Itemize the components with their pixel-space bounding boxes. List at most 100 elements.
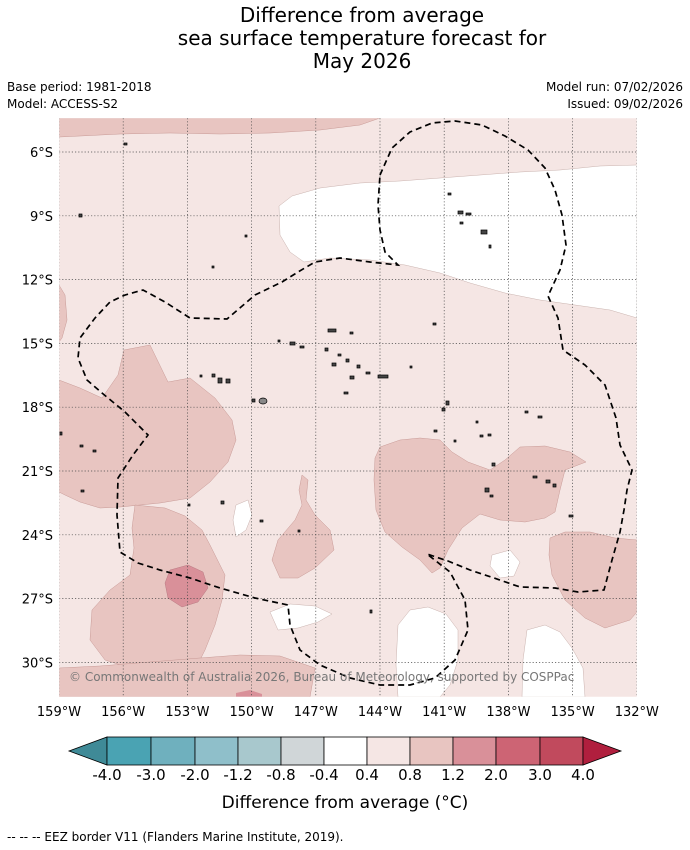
colorbar-tick: -2.0: [180, 766, 210, 784]
longitude-label: 159°W: [37, 705, 81, 720]
island: [225, 378, 231, 384]
title-line-3: May 2026: [312, 49, 412, 73]
longitude-label: 144°W: [358, 705, 402, 720]
warm-region-central: [373, 437, 587, 574]
neutral-region-southeast: [521, 624, 586, 697]
left-metadata: Base period: 1981-2018 Model: ACCESS-S2: [7, 79, 152, 113]
island: [123, 142, 128, 146]
strong-warm-patch: [164, 564, 209, 608]
longitude-axis: 159°W 156°W 153°W 150°W 147°W 144°W 141°W 138°W…: [37, 705, 659, 720]
latitude-label: 27°S: [22, 593, 53, 608]
island: [211, 373, 216, 378]
eez-legend-note: -- -- -- EEZ border V11 (Flanders Marine…: [7, 830, 344, 844]
island: [489, 494, 494, 498]
island: [349, 375, 355, 380]
island: [297, 529, 301, 533]
island: [479, 434, 484, 438]
islands: [59, 142, 574, 614]
island: [365, 371, 371, 375]
island: [487, 433, 492, 437]
anomaly-field: © Commonwealth of Australia 2026, Bureau…: [59, 118, 637, 697]
longitude-label: 141°W: [422, 705, 466, 720]
right-metadata: Model run: 07/02/2026 Issued: 09/02/2026: [546, 79, 683, 113]
colorbar-tick: -0.4: [309, 766, 339, 784]
warm-region-west: [59, 344, 237, 509]
copyright-notice: © Commonwealth of Australia 2026, Bureau…: [69, 670, 574, 684]
island: [552, 483, 557, 488]
island: [80, 489, 85, 493]
latitude-label: 30°S: [22, 656, 53, 671]
island: [324, 347, 329, 352]
island: [532, 475, 538, 479]
island: [447, 192, 452, 196]
colorbar-segment: [539, 736, 584, 766]
neutral-patch-147w: [269, 603, 333, 631]
island: [211, 265, 215, 269]
colorbar-segment: [194, 736, 239, 766]
neutral-region-north: [278, 164, 637, 319]
colorbar-segment: [150, 736, 196, 766]
longitude-label: 150°W: [230, 705, 274, 720]
island: [251, 398, 256, 403]
island: [187, 503, 191, 507]
island: [545, 479, 551, 484]
island: [524, 410, 529, 414]
island: [217, 377, 223, 384]
island: [199, 374, 203, 378]
eez-border: [77, 120, 633, 686]
map-frame: [58, 117, 638, 698]
island: [465, 212, 472, 216]
colorbar-tick: 2.0: [484, 766, 508, 784]
longitude-label: 156°W: [101, 705, 145, 720]
island: [343, 391, 349, 395]
island: [441, 407, 446, 412]
latitude-label: 6°S: [30, 146, 53, 161]
island: [537, 415, 543, 419]
colorbar-tick: -0.8: [266, 766, 296, 784]
colorbar-segment: [452, 736, 497, 766]
warm-region-west-edge: [59, 284, 68, 343]
island: [484, 487, 490, 493]
title-line-1: Difference from average: [239, 3, 485, 27]
longitude-label: 153°W: [165, 705, 209, 720]
island: [337, 353, 342, 357]
island: [453, 439, 457, 443]
island: [349, 331, 354, 335]
longitude-label: 138°W: [486, 705, 530, 720]
neutral-region-south: [395, 606, 459, 697]
island: [369, 609, 373, 614]
colorbar-tick: 1.2: [441, 766, 465, 784]
colorbar-tick: 4.0: [571, 766, 595, 784]
island: [59, 431, 63, 436]
colorbar-tick: -4.0: [92, 766, 122, 784]
colorbar-tick: 3.0: [528, 766, 552, 784]
neutral-patch-150w: [232, 499, 253, 538]
colorbar-segment: [409, 736, 454, 766]
base-period: Base period: 1981-2018: [7, 80, 152, 94]
longitude-label: 135°W: [551, 705, 595, 720]
island: [92, 449, 97, 453]
island: [244, 234, 248, 238]
issued-date: Issued: 09/02/2026: [567, 97, 683, 111]
island: [475, 420, 479, 424]
island: [432, 322, 437, 326]
colorbar-segment: [323, 736, 368, 766]
latitude-label: 18°S: [22, 401, 53, 416]
island: [409, 365, 413, 369]
island: [488, 244, 492, 249]
island: [568, 514, 574, 518]
island: [78, 213, 83, 218]
island: [457, 210, 464, 215]
island: [327, 328, 337, 333]
latitude-label: 15°S: [22, 337, 53, 352]
island: [259, 519, 264, 523]
colorbar-tick: 0.8: [398, 766, 422, 784]
longitude-label: 132°W: [615, 705, 659, 720]
colorbar-segment: [237, 736, 282, 766]
island: [433, 429, 438, 433]
warm-region-top: [59, 118, 381, 138]
island: [258, 397, 268, 405]
island: [299, 345, 305, 349]
latitude-axis: 6°S 9°S 12°S 15°S 18°S 21°S 24°S 27°S 30°S: [22, 146, 53, 671]
